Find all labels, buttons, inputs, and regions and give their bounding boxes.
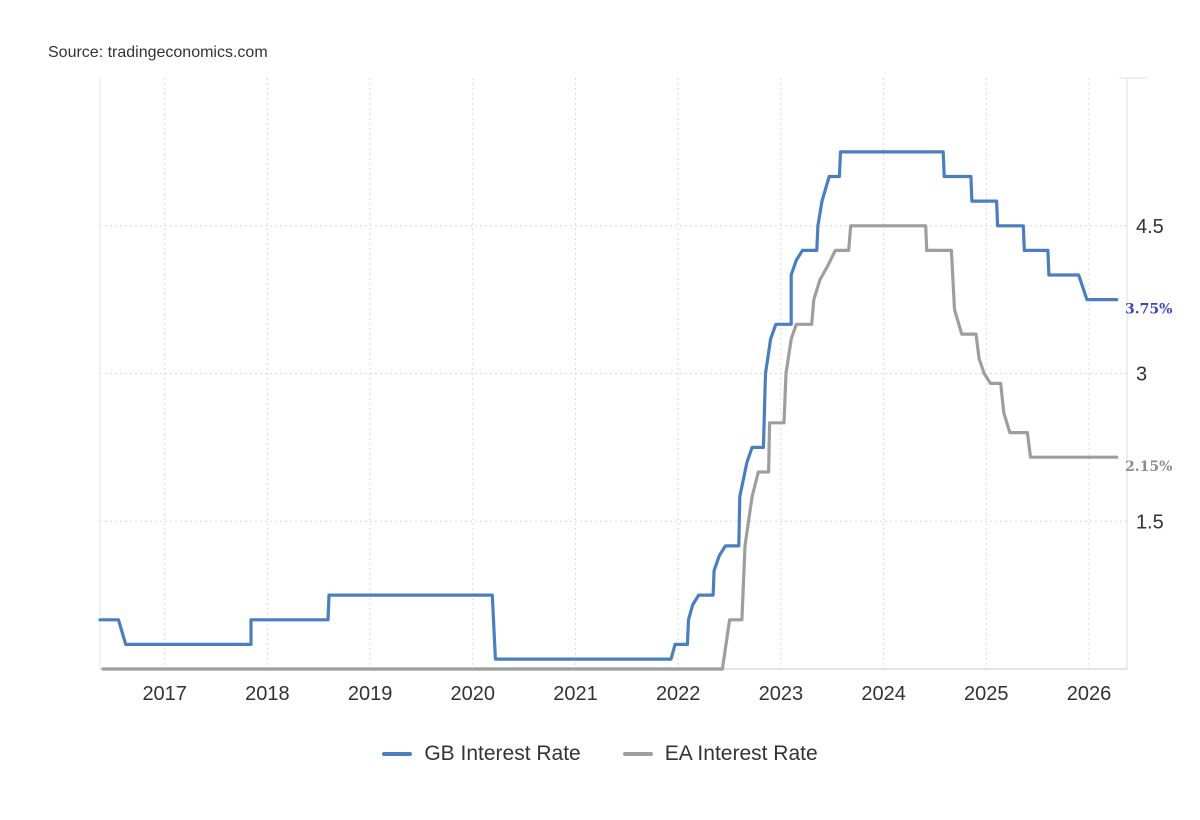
end-labels: 3.75% 2.15% bbox=[1125, 302, 1172, 476]
y-tick-label: 1.5 bbox=[1136, 511, 1164, 533]
axes bbox=[99, 77, 1147, 670]
legend-item-gb[interactable]: GB Interest Rate bbox=[382, 742, 581, 766]
series-lines bbox=[98, 150, 1119, 671]
legend-item-ea[interactable]: EA Interest Rate bbox=[622, 742, 818, 766]
x-tick-label: 2017 bbox=[142, 683, 187, 705]
chart-source: Source: tradingeconomics.com bbox=[48, 44, 268, 61]
legend-swatch bbox=[382, 752, 413, 756]
x-tick-label: 2026 bbox=[1067, 683, 1112, 705]
x-tick-label: 2023 bbox=[759, 683, 804, 705]
legend-label: GB Interest Rate bbox=[424, 742, 581, 765]
x-tick-label: 2018 bbox=[245, 683, 290, 705]
line-chart: 2017 2018 2019 2020 2021 2022 2023 2024 2025 2026… bbox=[98, 77, 1172, 705]
chart-legend: GB Interest Rate EA Interest Rate bbox=[0, 742, 1200, 766]
series-line-gb bbox=[98, 150, 1119, 661]
end-value-label-ea: 2.15% bbox=[1125, 459, 1172, 475]
legend-swatch bbox=[622, 752, 653, 756]
y-tick-label: 3 bbox=[1136, 364, 1147, 386]
x-tick-label: 2025 bbox=[964, 683, 1009, 705]
x-tick-label: 2021 bbox=[553, 683, 598, 705]
series-line-ea bbox=[101, 224, 1119, 671]
y-tick-label: 4.5 bbox=[1136, 216, 1164, 238]
grid-lines bbox=[100, 78, 1127, 669]
x-tick-label: 2022 bbox=[656, 683, 701, 705]
legend-label: EA Interest Rate bbox=[664, 742, 818, 765]
tick-labels: 2017 2018 2019 2020 2021 2022 2023 2024 2025 2026… bbox=[142, 216, 1163, 705]
x-tick-label: 2019 bbox=[348, 683, 393, 705]
x-tick-label: 2020 bbox=[451, 683, 496, 705]
end-value-label-gb: 3.75% bbox=[1125, 302, 1172, 318]
x-tick-label: 2024 bbox=[861, 683, 906, 705]
